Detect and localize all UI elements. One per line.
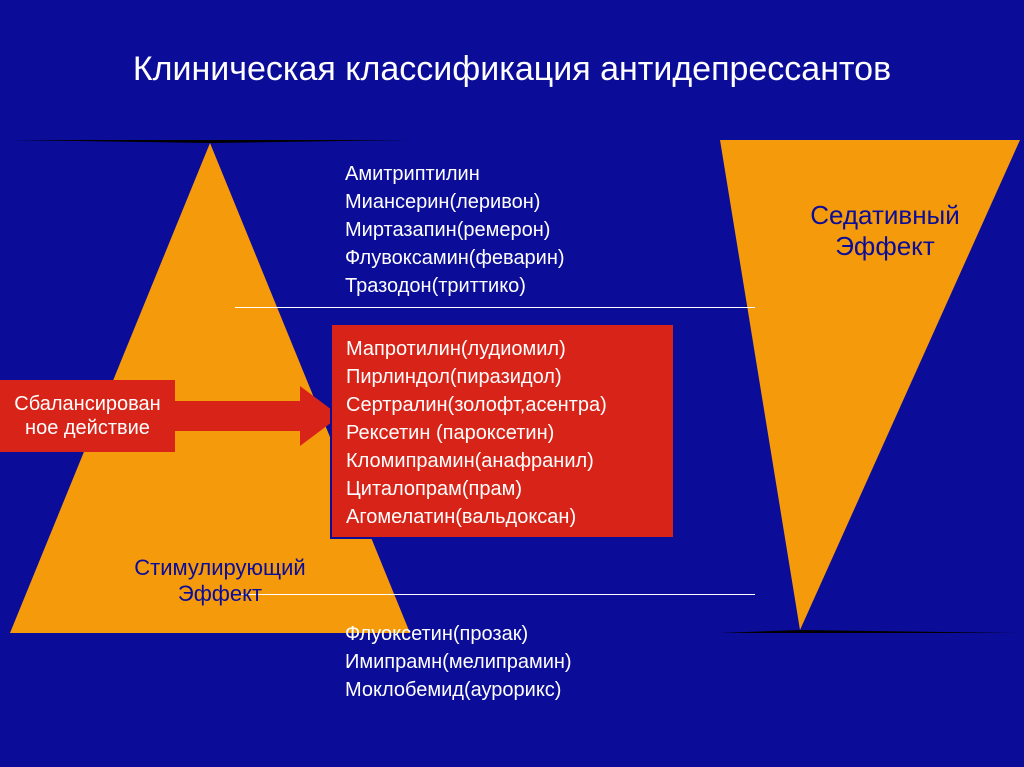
balanced-drug-item: Сертралин(золофт,асентра) xyxy=(346,391,659,419)
balanced-drug-item: Рексетин (пароксетин) xyxy=(346,419,659,447)
sedative-drug-item: Миансерин(леривон) xyxy=(345,188,565,216)
sedative-effect-label: Седативный Эффект xyxy=(760,200,1010,262)
balanced-label-line1: Сбалансирован xyxy=(14,392,160,416)
balanced-drug-item: Мапротилин(лудиомил) xyxy=(346,335,659,363)
arrow-shaft xyxy=(175,401,300,431)
balanced-drug-item: Агомелатин(вальдоксан) xyxy=(346,503,659,531)
stimulating-drugs-list: Флуоксетин(прозак)Имипрамн(мелипрамин)Мо… xyxy=(345,620,572,704)
balanced-drug-item: Кломипрамин(анафранил) xyxy=(346,447,659,475)
balanced-drugs-box: Мапротилин(лудиомил)Пирлиндол(пиразидол)… xyxy=(330,323,675,539)
divider-top xyxy=(235,307,755,308)
slide-title: Клиническая классификация антидепрессант… xyxy=(0,50,1024,89)
stimulating-drug-item: Моклобемид(аурорикс) xyxy=(345,676,572,704)
stimulating-drug-item: Имипрамн(мелипрамин) xyxy=(345,648,572,676)
stimulating-effect-label: Стимулирующий Эффект xyxy=(120,555,320,607)
slide-canvas: Клиническая классификация антидепрессант… xyxy=(0,0,1024,767)
sedative-drug-item: Флувоксамин(феварин) xyxy=(345,244,565,272)
sedative-drugs-list: АмитриптилинМиансерин(леривон)Миртазапин… xyxy=(345,160,565,300)
balanced-drug-item: Циталопрам(прам) xyxy=(346,475,659,503)
balanced-action-box: Сбалансированное действие xyxy=(0,380,175,452)
sedative-drug-item: Миртазапин(ремерон) xyxy=(345,216,565,244)
sedative-drug-item: Тразодон(триттико) xyxy=(345,272,565,300)
stimulating-drug-item: Флуоксетин(прозак) xyxy=(345,620,572,648)
sedative-drug-item: Амитриптилин xyxy=(345,160,565,188)
balanced-label-line2: ное действие xyxy=(14,416,160,440)
balanced-drug-item: Пирлиндол(пиразидол) xyxy=(346,363,659,391)
